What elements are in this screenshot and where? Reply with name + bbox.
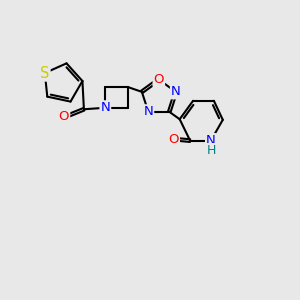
Text: H: H bbox=[207, 144, 217, 157]
Text: O: O bbox=[169, 133, 179, 146]
Text: S: S bbox=[40, 65, 50, 80]
Text: O: O bbox=[154, 73, 164, 86]
Text: N: N bbox=[206, 134, 216, 147]
Text: O: O bbox=[59, 110, 69, 123]
Text: N: N bbox=[100, 101, 110, 114]
Text: N: N bbox=[143, 105, 153, 118]
Text: N: N bbox=[171, 85, 181, 98]
